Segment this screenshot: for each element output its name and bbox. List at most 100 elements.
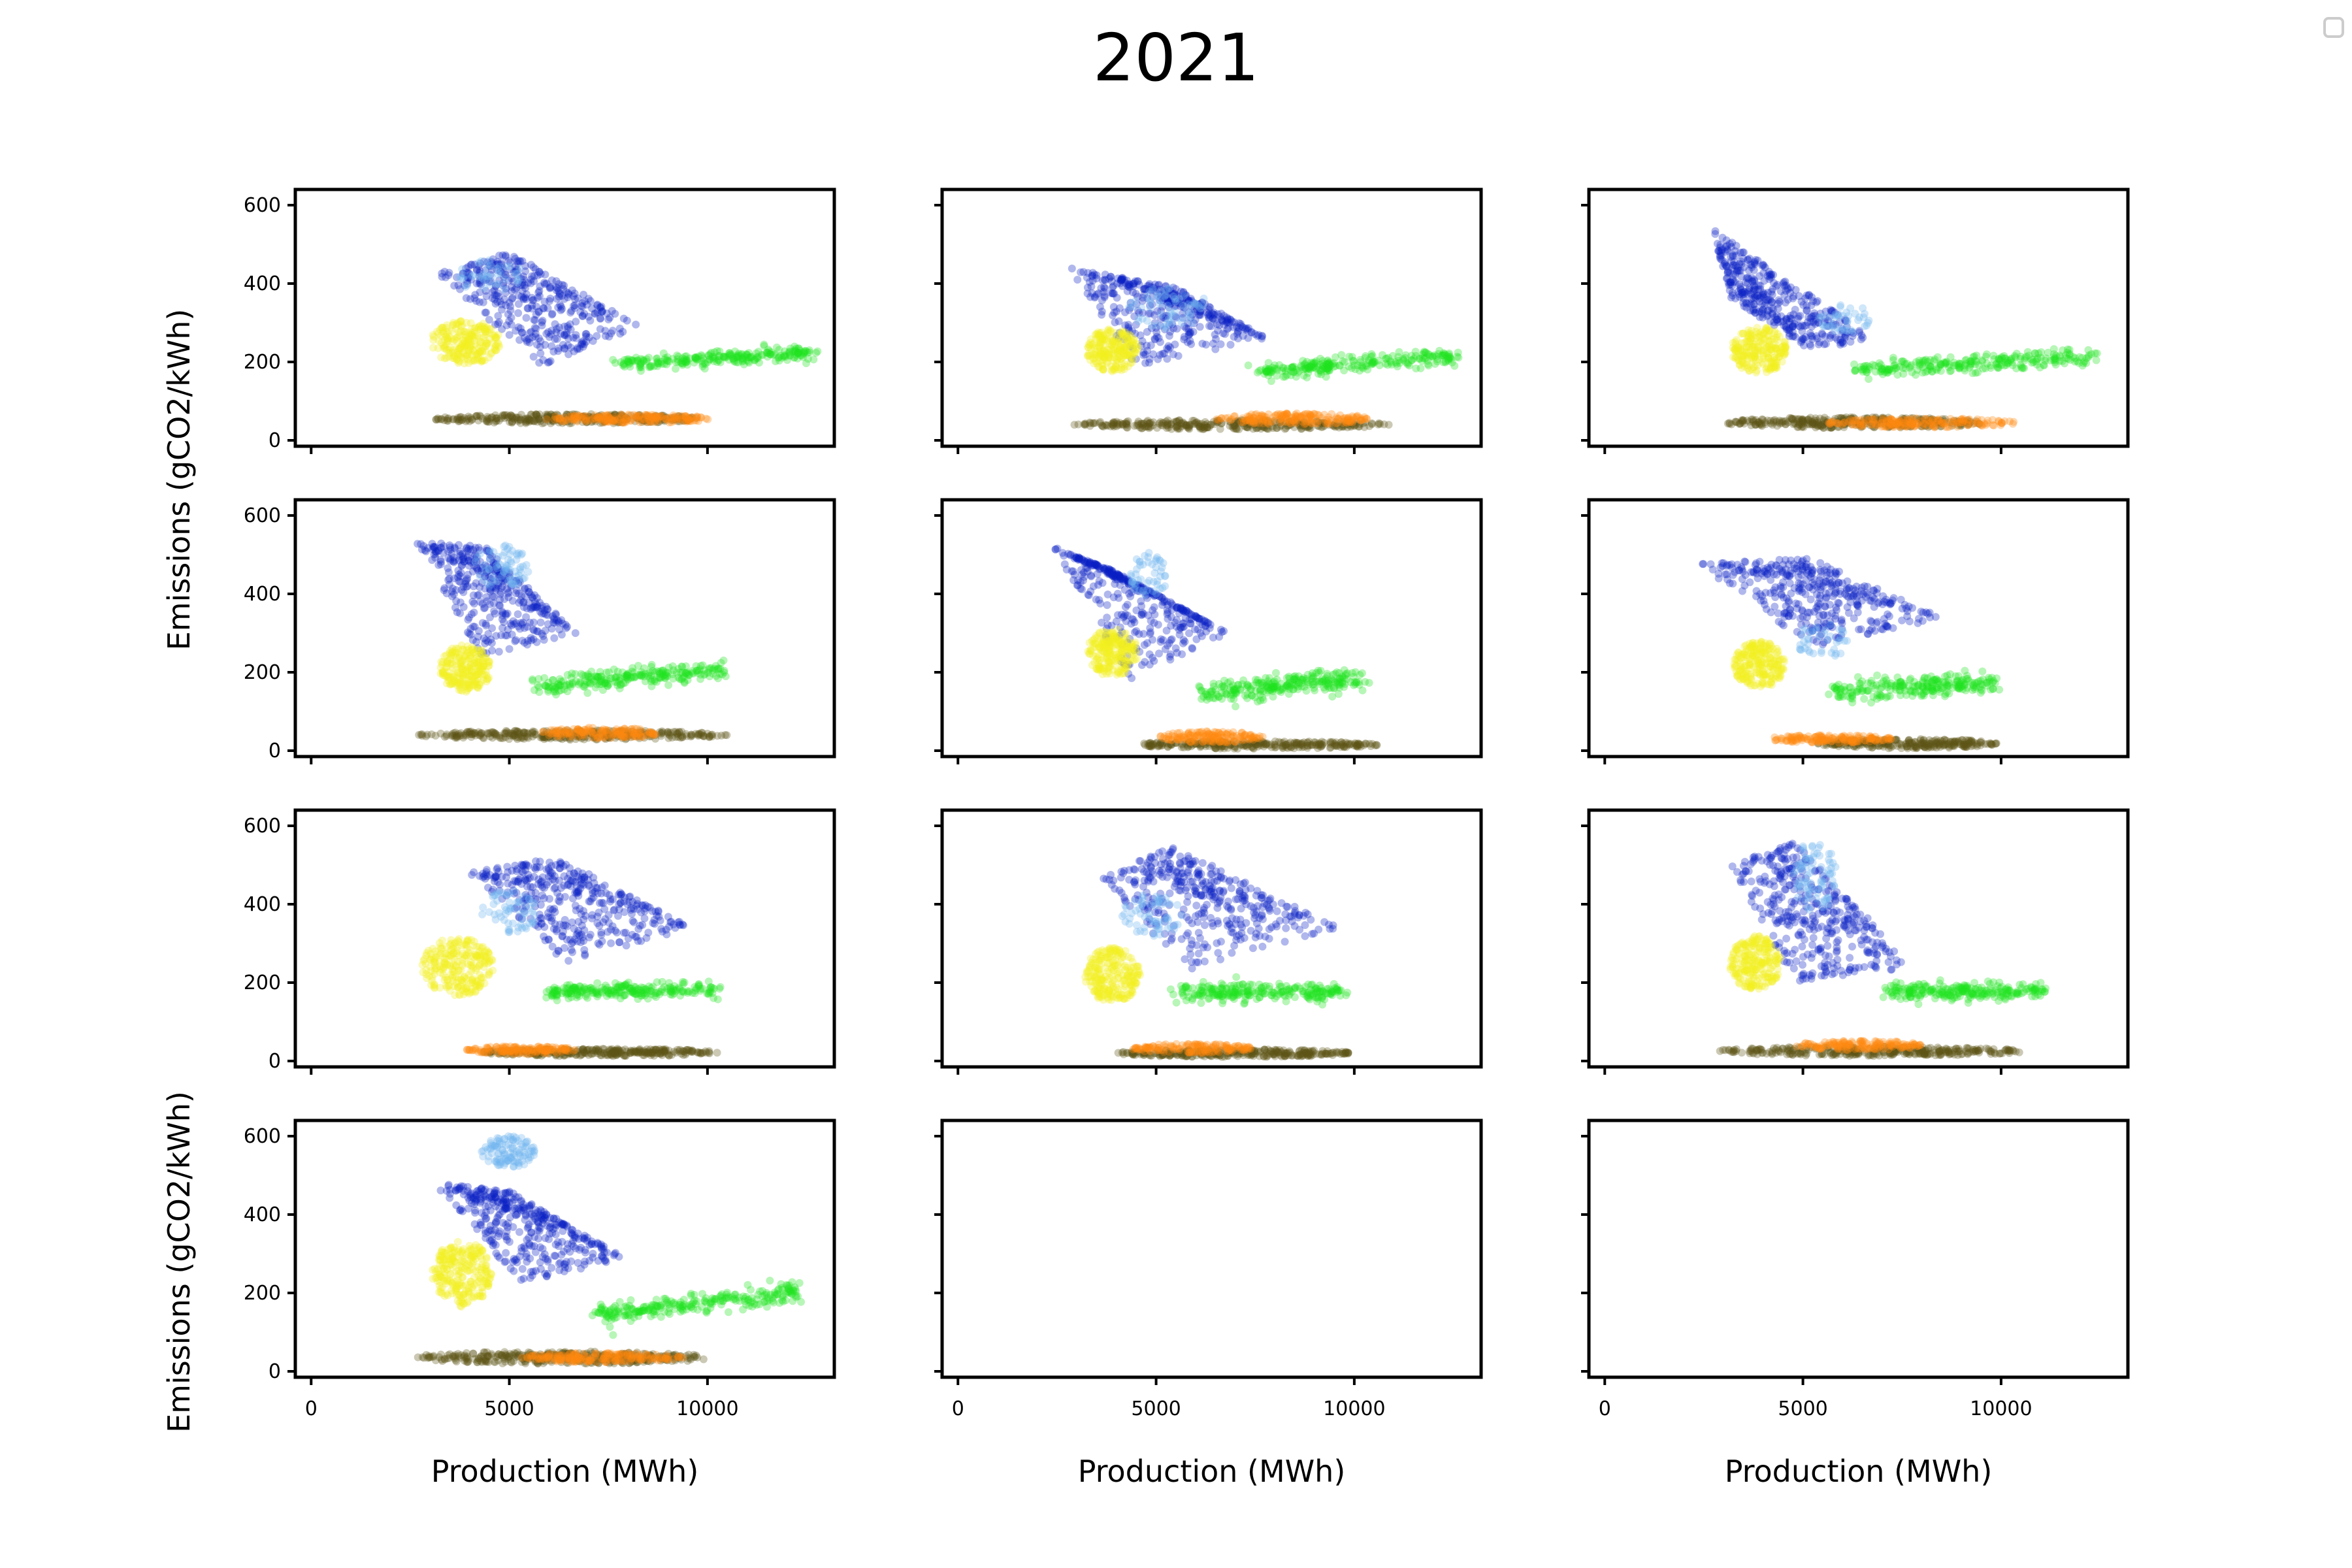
data-point	[1762, 325, 1771, 333]
data-point	[1993, 363, 2002, 371]
data-point	[1324, 417, 1332, 426]
data-point	[598, 307, 606, 316]
data-point	[1307, 411, 1315, 419]
data-point	[1799, 417, 1807, 425]
data-point	[453, 344, 461, 353]
data-point	[1895, 423, 1904, 431]
data-point	[501, 564, 510, 573]
data-point	[525, 335, 533, 343]
data-point	[693, 355, 701, 364]
data-point	[1838, 324, 1847, 333]
data-point	[552, 277, 561, 286]
data-point	[448, 648, 456, 657]
data-point	[557, 306, 565, 314]
data-point	[1757, 328, 1765, 336]
data-point	[1906, 422, 1914, 431]
data-point	[794, 349, 802, 357]
data-point	[531, 329, 540, 338]
data-point	[473, 331, 482, 340]
data-point	[544, 304, 552, 312]
data-point	[482, 671, 491, 679]
data-point	[731, 347, 739, 355]
data-point	[468, 324, 476, 333]
data-point	[483, 417, 491, 425]
data-point	[680, 679, 689, 687]
data-point	[804, 348, 812, 357]
data-point	[468, 331, 477, 340]
data-point	[1241, 324, 1249, 333]
data-point	[648, 413, 657, 421]
data-point	[1918, 422, 1926, 431]
data-point	[1742, 299, 1751, 308]
data-point	[2058, 357, 2066, 365]
data-point	[501, 275, 510, 284]
data-point	[483, 544, 491, 553]
data-point	[722, 353, 730, 361]
data-point	[1445, 351, 1453, 359]
data-point	[1254, 416, 1262, 425]
data-point	[1104, 353, 1113, 362]
data-point	[448, 587, 456, 596]
data-point	[2063, 348, 2072, 357]
data-point	[663, 416, 671, 424]
data-point	[1900, 421, 1908, 429]
data-point	[1767, 271, 1775, 279]
data-point	[594, 416, 602, 424]
data-point	[455, 681, 464, 689]
data-point	[571, 412, 580, 420]
data-point	[453, 416, 461, 424]
data-point	[1995, 363, 2003, 372]
data-point	[466, 558, 475, 566]
data-point	[502, 284, 510, 293]
data-point	[1173, 423, 1181, 431]
data-point	[1085, 341, 1094, 350]
data-point	[1902, 423, 1910, 431]
data-point	[1168, 312, 1176, 321]
data-point	[1235, 323, 1243, 332]
data-point	[481, 327, 489, 336]
data-point	[509, 278, 517, 286]
data-point	[1751, 346, 1759, 355]
data-point	[1827, 423, 1835, 432]
data-point	[492, 346, 500, 355]
data-point	[440, 416, 448, 425]
data-point	[1096, 350, 1105, 358]
data-point	[1317, 419, 1326, 427]
data-point	[640, 415, 649, 423]
data-point	[1889, 353, 1897, 362]
data-point	[1835, 423, 1843, 431]
data-point	[1346, 417, 1354, 426]
data-point	[1930, 421, 1938, 429]
data-point	[791, 342, 798, 351]
data-point	[1962, 359, 1970, 368]
data-point	[1125, 306, 1134, 314]
data-point	[464, 335, 472, 344]
data-point	[1754, 344, 1763, 352]
data-point	[1782, 322, 1790, 331]
data-point	[1723, 419, 1732, 428]
data-point	[565, 419, 574, 427]
data-point	[1119, 420, 1127, 428]
data-point	[529, 594, 537, 602]
data-point	[1116, 342, 1124, 351]
data-point	[610, 417, 619, 425]
data-point	[652, 355, 661, 363]
data-point	[1757, 346, 1765, 355]
data-point	[1774, 296, 1783, 304]
data-point	[546, 419, 555, 427]
data-point	[1277, 421, 1286, 429]
data-point	[1353, 412, 1362, 420]
data-point	[1883, 418, 1891, 427]
data-point	[1757, 336, 1765, 345]
data-point	[1205, 314, 1213, 323]
data-point	[478, 649, 486, 658]
data-point	[1345, 363, 1353, 370]
data-point	[1935, 417, 1943, 425]
data-point	[1744, 331, 1753, 339]
data-point	[1778, 343, 1786, 351]
data-point	[1170, 302, 1179, 310]
data-point	[1717, 248, 1725, 257]
data-point	[1226, 416, 1235, 425]
data-point	[1750, 276, 1758, 284]
data-point	[1280, 410, 1288, 419]
